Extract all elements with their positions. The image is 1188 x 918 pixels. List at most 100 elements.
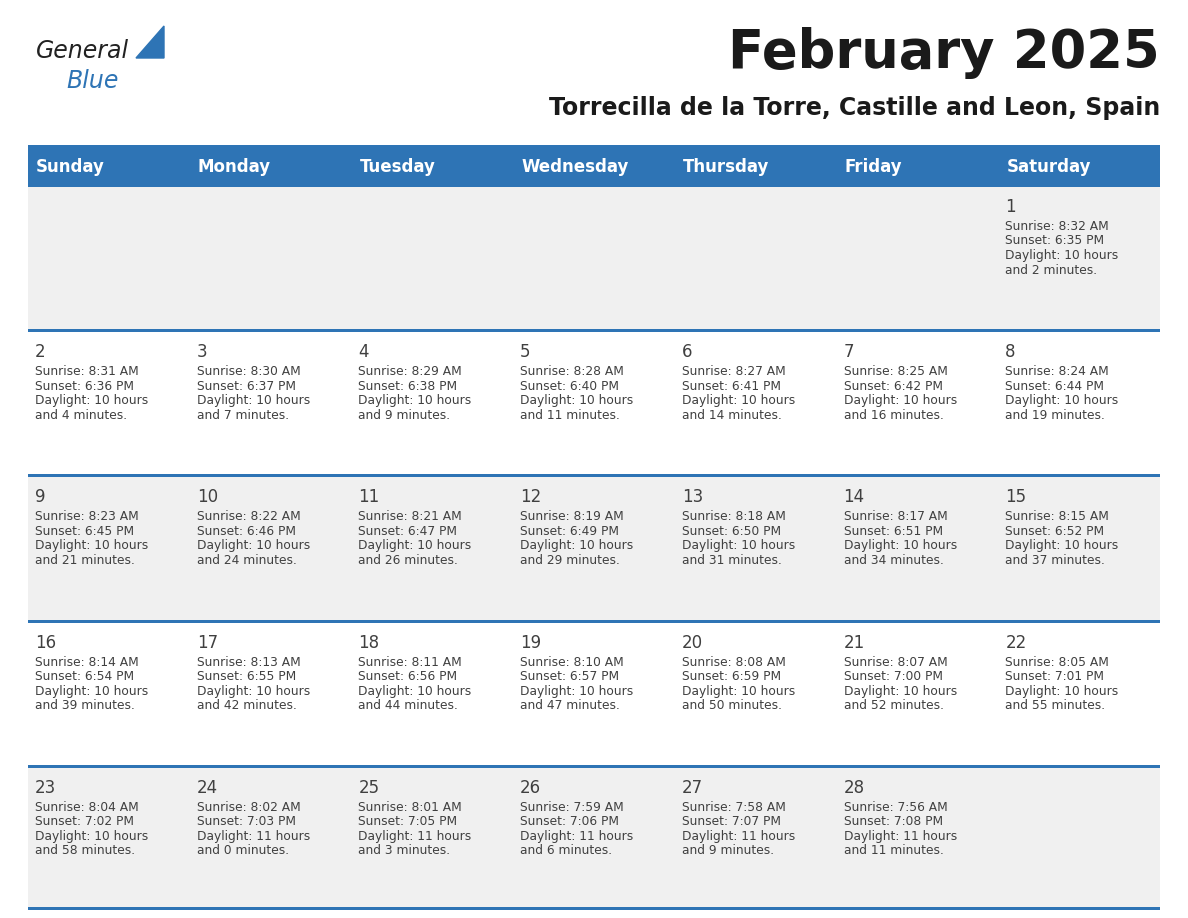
Text: 28: 28 xyxy=(843,778,865,797)
Text: 8: 8 xyxy=(1005,343,1016,361)
Text: and 44 minutes.: and 44 minutes. xyxy=(359,700,459,712)
Text: Daylight: 10 hours: Daylight: 10 hours xyxy=(682,394,795,408)
Text: General: General xyxy=(36,39,129,63)
Text: 11: 11 xyxy=(359,488,380,507)
Text: Daylight: 10 hours: Daylight: 10 hours xyxy=(197,394,310,408)
Text: and 4 minutes.: and 4 minutes. xyxy=(34,409,127,421)
Text: and 9 minutes.: and 9 minutes. xyxy=(359,409,450,421)
Text: Sunrise: 8:13 AM: Sunrise: 8:13 AM xyxy=(197,655,301,668)
Text: Sunrise: 8:10 AM: Sunrise: 8:10 AM xyxy=(520,655,624,668)
Text: Sunset: 7:08 PM: Sunset: 7:08 PM xyxy=(843,815,943,828)
Text: Daylight: 10 hours: Daylight: 10 hours xyxy=(1005,540,1119,553)
Text: and 24 minutes.: and 24 minutes. xyxy=(197,554,297,567)
Text: 12: 12 xyxy=(520,488,542,507)
Text: 19: 19 xyxy=(520,633,542,652)
Text: Sunrise: 8:22 AM: Sunrise: 8:22 AM xyxy=(197,510,301,523)
Text: Daylight: 10 hours: Daylight: 10 hours xyxy=(34,830,148,843)
Text: 2: 2 xyxy=(34,343,45,361)
Text: 9: 9 xyxy=(34,488,45,507)
Text: Sunrise: 7:58 AM: Sunrise: 7:58 AM xyxy=(682,800,785,813)
Text: 16: 16 xyxy=(34,633,56,652)
Text: Sunset: 6:59 PM: Sunset: 6:59 PM xyxy=(682,670,781,683)
Bar xyxy=(29,184,1159,187)
Text: and 2 minutes.: and 2 minutes. xyxy=(1005,263,1098,276)
Text: and 55 minutes.: and 55 minutes. xyxy=(1005,700,1105,712)
Text: and 52 minutes.: and 52 minutes. xyxy=(843,700,943,712)
Text: Sunset: 6:56 PM: Sunset: 6:56 PM xyxy=(359,670,457,683)
Text: and 19 minutes.: and 19 minutes. xyxy=(1005,409,1105,421)
Text: Sunrise: 8:24 AM: Sunrise: 8:24 AM xyxy=(1005,365,1110,378)
Text: Sunset: 6:36 PM: Sunset: 6:36 PM xyxy=(34,380,134,393)
Bar xyxy=(29,765,1159,767)
Text: Sunrise: 8:08 AM: Sunrise: 8:08 AM xyxy=(682,655,785,668)
Text: Daylight: 10 hours: Daylight: 10 hours xyxy=(34,685,148,698)
Text: Sunset: 6:51 PM: Sunset: 6:51 PM xyxy=(843,525,943,538)
Text: and 26 minutes.: and 26 minutes. xyxy=(359,554,459,567)
Text: Sunset: 6:42 PM: Sunset: 6:42 PM xyxy=(843,380,942,393)
Text: 17: 17 xyxy=(197,633,217,652)
Text: Sunset: 6:52 PM: Sunset: 6:52 PM xyxy=(1005,525,1105,538)
Text: Wednesday: Wednesday xyxy=(522,158,628,176)
Text: Daylight: 10 hours: Daylight: 10 hours xyxy=(359,685,472,698)
Text: Sunrise: 8:17 AM: Sunrise: 8:17 AM xyxy=(843,510,947,523)
Text: and 9 minutes.: and 9 minutes. xyxy=(682,845,775,857)
Text: and 50 minutes.: and 50 minutes. xyxy=(682,700,782,712)
Text: 6: 6 xyxy=(682,343,693,361)
Text: Sunrise: 7:56 AM: Sunrise: 7:56 AM xyxy=(843,800,947,813)
Bar xyxy=(29,475,1159,477)
Text: and 7 minutes.: and 7 minutes. xyxy=(197,409,289,421)
Text: Sunrise: 8:31 AM: Sunrise: 8:31 AM xyxy=(34,365,139,378)
Text: Daylight: 10 hours: Daylight: 10 hours xyxy=(34,540,148,553)
Text: 22: 22 xyxy=(1005,633,1026,652)
Text: Sunrise: 8:02 AM: Sunrise: 8:02 AM xyxy=(197,800,301,813)
Text: 18: 18 xyxy=(359,633,379,652)
Text: Sunrise: 8:19 AM: Sunrise: 8:19 AM xyxy=(520,510,624,523)
Text: Daylight: 10 hours: Daylight: 10 hours xyxy=(843,540,956,553)
Text: Sunrise: 8:27 AM: Sunrise: 8:27 AM xyxy=(682,365,785,378)
Text: 25: 25 xyxy=(359,778,379,797)
Text: Sunset: 6:54 PM: Sunset: 6:54 PM xyxy=(34,670,134,683)
Text: and 58 minutes.: and 58 minutes. xyxy=(34,845,135,857)
Text: 20: 20 xyxy=(682,633,703,652)
Text: Sunset: 7:06 PM: Sunset: 7:06 PM xyxy=(520,815,619,828)
Text: 5: 5 xyxy=(520,343,531,361)
Text: Daylight: 10 hours: Daylight: 10 hours xyxy=(1005,685,1119,698)
Text: Sunrise: 8:11 AM: Sunrise: 8:11 AM xyxy=(359,655,462,668)
Text: Daylight: 10 hours: Daylight: 10 hours xyxy=(520,685,633,698)
Text: Daylight: 10 hours: Daylight: 10 hours xyxy=(682,685,795,698)
Text: and 29 minutes.: and 29 minutes. xyxy=(520,554,620,567)
Text: Sunset: 6:40 PM: Sunset: 6:40 PM xyxy=(520,380,619,393)
Bar xyxy=(29,620,1159,765)
Text: Daylight: 10 hours: Daylight: 10 hours xyxy=(1005,249,1119,262)
Text: 4: 4 xyxy=(359,343,369,361)
Text: 1: 1 xyxy=(1005,198,1016,216)
Text: Daylight: 10 hours: Daylight: 10 hours xyxy=(1005,394,1119,408)
Text: Sunrise: 8:25 AM: Sunrise: 8:25 AM xyxy=(843,365,948,378)
Text: 13: 13 xyxy=(682,488,703,507)
Text: Friday: Friday xyxy=(845,158,902,176)
Text: Tuesday: Tuesday xyxy=(360,158,435,176)
Text: and 47 minutes.: and 47 minutes. xyxy=(520,700,620,712)
Text: Sunrise: 8:04 AM: Sunrise: 8:04 AM xyxy=(34,800,139,813)
Text: February 2025: February 2025 xyxy=(728,27,1159,79)
Bar xyxy=(29,330,1159,475)
Text: Daylight: 10 hours: Daylight: 10 hours xyxy=(843,685,956,698)
Text: Sunset: 7:02 PM: Sunset: 7:02 PM xyxy=(34,815,134,828)
Text: Sunrise: 8:23 AM: Sunrise: 8:23 AM xyxy=(34,510,139,523)
Text: Sunset: 7:00 PM: Sunset: 7:00 PM xyxy=(843,670,942,683)
Text: Sunset: 7:03 PM: Sunset: 7:03 PM xyxy=(197,815,296,828)
Text: and 3 minutes.: and 3 minutes. xyxy=(359,845,450,857)
Text: and 0 minutes.: and 0 minutes. xyxy=(197,845,289,857)
Text: 15: 15 xyxy=(1005,488,1026,507)
Text: Sunset: 6:41 PM: Sunset: 6:41 PM xyxy=(682,380,781,393)
Text: Daylight: 10 hours: Daylight: 10 hours xyxy=(34,394,148,408)
Text: Sunset: 6:38 PM: Sunset: 6:38 PM xyxy=(359,380,457,393)
Text: and 39 minutes.: and 39 minutes. xyxy=(34,700,135,712)
Text: Daylight: 10 hours: Daylight: 10 hours xyxy=(197,685,310,698)
Text: and 16 minutes.: and 16 minutes. xyxy=(843,409,943,421)
Bar xyxy=(29,475,1159,620)
Text: Sunrise: 8:15 AM: Sunrise: 8:15 AM xyxy=(1005,510,1110,523)
Text: Sunset: 7:01 PM: Sunset: 7:01 PM xyxy=(1005,670,1105,683)
Text: Daylight: 11 hours: Daylight: 11 hours xyxy=(197,830,310,843)
Text: Sunrise: 8:05 AM: Sunrise: 8:05 AM xyxy=(1005,655,1110,668)
